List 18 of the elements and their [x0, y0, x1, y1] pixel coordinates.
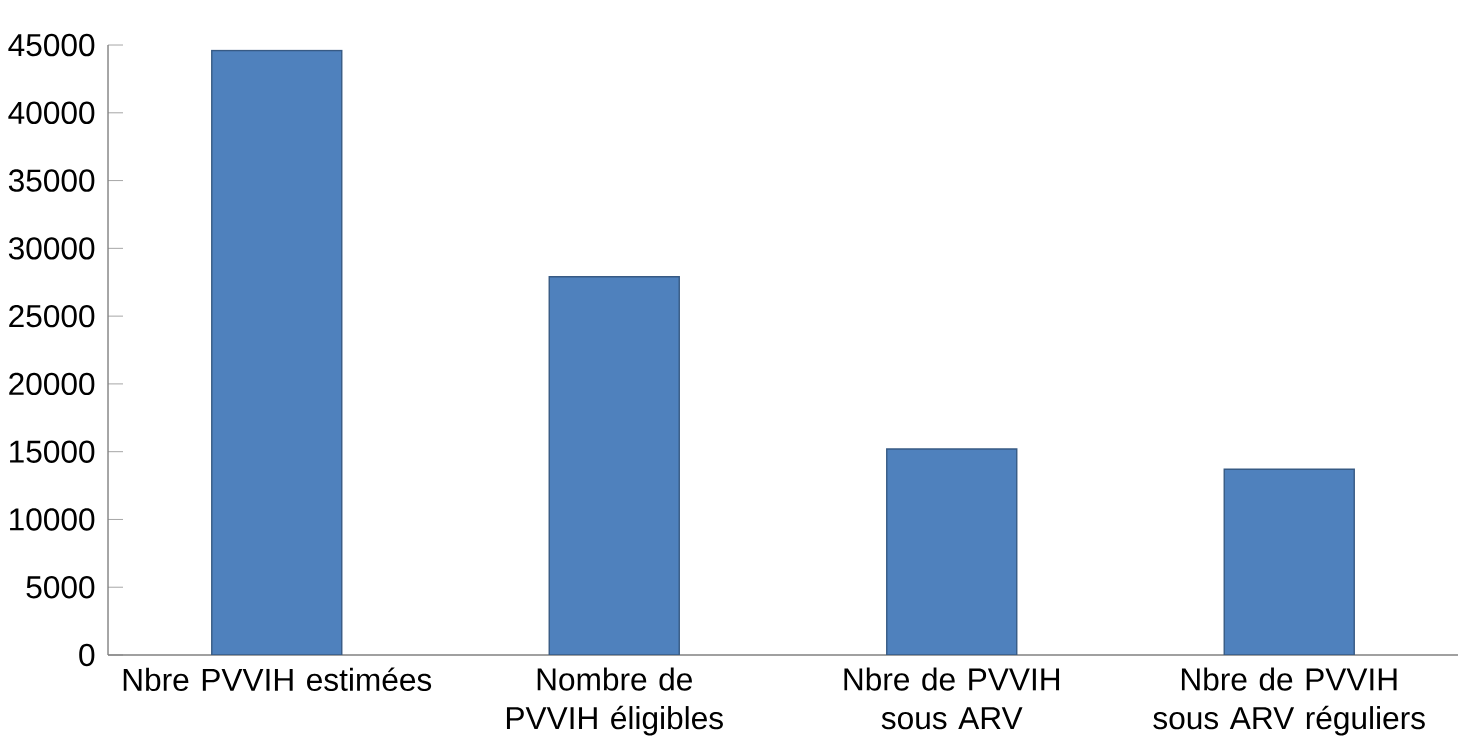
- y-tick-label: 15000: [10, 440, 95, 463]
- y-tick-label: 0: [79, 643, 95, 667]
- x-tick-label: Nbre de PVVIH sous ARV réguliers: [1153, 667, 1425, 736]
- y-tick-label: 20000: [9, 372, 95, 396]
- y-tick-label: 10000: [10, 508, 95, 531]
- x-tick-label: Nbre PVVIH estimées: [123, 667, 432, 692]
- y-tick-label: 45000: [8, 33, 95, 57]
- bar: [211, 49, 343, 656]
- x-tick-label: Nbre de PVVIH sous ARV: [844, 667, 1060, 730]
- x-tick-label: Nombre de PVVIH éligibles: [506, 667, 723, 736]
- bar: [886, 448, 1018, 656]
- y-tick-label: 30000: [8, 237, 95, 260]
- bar: [548, 276, 680, 656]
- y-tick-label: 5000: [26, 576, 95, 599]
- bar: [1223, 468, 1355, 656]
- y-tick-label: 40000: [8, 101, 95, 125]
- y-tick-label: 25000: [9, 304, 95, 328]
- y-tick-label: 35000: [8, 169, 95, 192]
